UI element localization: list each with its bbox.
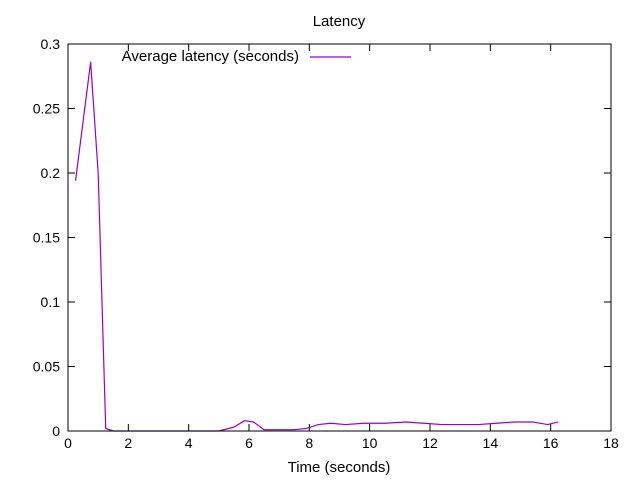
x-tick-label: 8	[305, 435, 313, 451]
axis-ticks: 0 2 4 6 8 10 12 14 16 18 0 0.05 0.1 0.15 0.2 0.25 0.3	[33, 36, 619, 451]
x-tick-label: 4	[185, 435, 193, 451]
x-axis-label: Time (seconds)	[288, 459, 391, 476]
y-tick-label: 0.25	[33, 101, 60, 117]
legend: Average latency (seconds)	[122, 48, 351, 65]
legend-label: Average latency (seconds)	[122, 48, 299, 65]
y-tick-label: 0	[52, 423, 60, 439]
x-tick-label: 14	[483, 435, 499, 451]
y-tick-label: 0.2	[41, 165, 61, 181]
plot-frame	[67, 43, 612, 432]
y-tick-label: 0.3	[41, 36, 61, 52]
x-tick-label: 18	[603, 435, 619, 451]
x-tick-label: 10	[362, 435, 378, 451]
x-tick-label: 6	[245, 435, 253, 451]
x-tick-label: 0	[64, 435, 72, 451]
chart-title: Latency	[313, 13, 366, 30]
x-tick-label: 2	[124, 435, 132, 451]
x-tick-label: 16	[543, 435, 559, 451]
x-tick-label: 12	[422, 435, 438, 451]
y-tick-label: 0.05	[33, 359, 60, 375]
y-tick-label: 0.15	[33, 230, 60, 246]
y-tick-label: 0.1	[41, 294, 61, 310]
